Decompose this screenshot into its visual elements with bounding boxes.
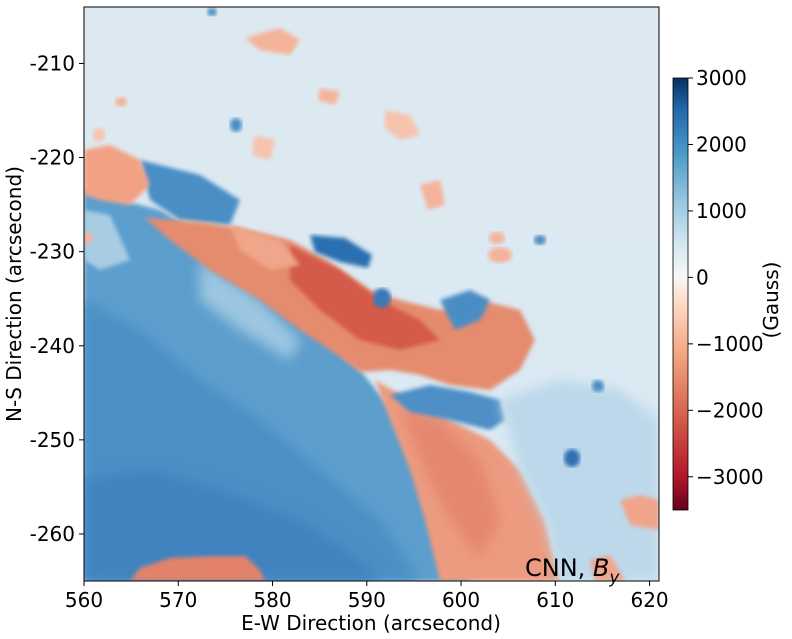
heatmap-image [84,7,659,581]
x-tick-label: 590 [348,588,386,612]
y-axis-ticks: -210 -220 -230 -240 -250 -260 [30,51,84,546]
x-tick-label: 620 [630,588,668,612]
y-tick-label: -230 [30,240,75,264]
y-tick-label: -220 [30,146,75,170]
y-axis-label: N-S Direction (arcsecond) [2,166,26,422]
y-tick-label: -250 [30,428,75,452]
colorbar-tick-label: 2000 [696,132,747,156]
colorbar-label: (Gauss) [759,262,783,339]
colorbar-tick-label: −3000 [696,465,764,489]
panel-annotation: CNN, By [525,554,620,588]
x-tick-label: 560 [65,588,103,612]
plot-frame [83,6,660,582]
x-axis-ticks: 560 570 580 590 600 610 620 [65,581,669,612]
colorbar-frame [672,77,689,511]
colorbar [673,78,688,510]
x-axis-label: E-W Direction (arcsecond) [241,611,501,635]
x-tick-label: 600 [442,588,480,612]
y-tick-label: -210 [30,51,75,75]
colorbar-tick-label: 0 [696,265,709,289]
y-tick-label: -240 [30,334,75,358]
colorbar-tick-label: 3000 [696,66,747,90]
colorbar-tick-label: −2000 [696,398,764,422]
colorbar-ticks: 3000 2000 1000 0 −1000 −2000 −3000 [688,66,764,489]
colorbar-tick-label: −1000 [696,332,764,356]
colorbar-tick-label: 1000 [696,199,747,223]
x-tick-label: 610 [536,588,574,612]
x-tick-label: 580 [253,588,291,612]
x-tick-label: 570 [159,588,197,612]
y-tick-label: -260 [30,522,75,546]
